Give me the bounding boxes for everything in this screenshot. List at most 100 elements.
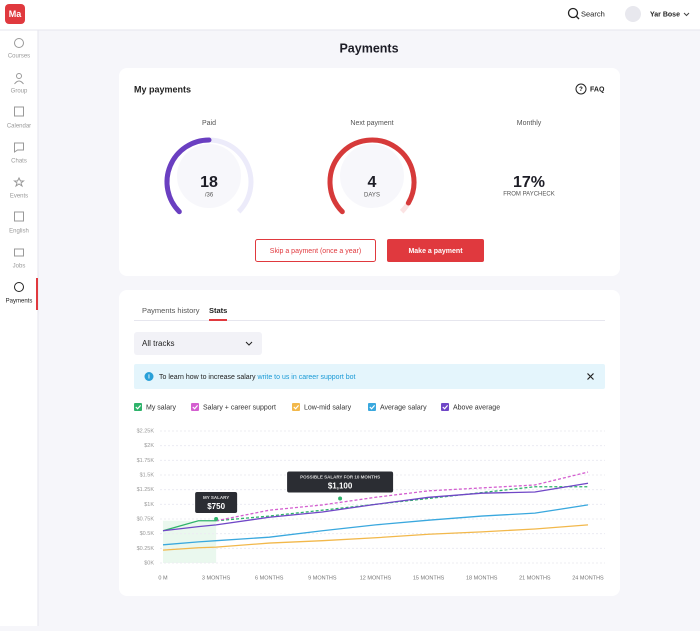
logo-text: Ma: [9, 9, 22, 19]
faq[interactable]: FAQ: [590, 86, 605, 93]
legend-label[interactable]: Salary + career support: [203, 404, 276, 411]
gauge-label: Next payment: [350, 120, 393, 127]
card-title: My payments: [134, 84, 191, 94]
icon: [14, 211, 24, 222]
series-line: [162, 504, 589, 546]
sidebar: [0, 30, 38, 626]
legend-check: [293, 405, 300, 410]
y-tick-label: $0.25K: [137, 546, 155, 552]
avatar[interactable]: [625, 6, 641, 22]
gauge-inner: [340, 144, 404, 208]
faq-icon[interactable]: [575, 83, 587, 95]
nav-item[interactable]: Chats: [11, 159, 27, 165]
series-line: [215, 471, 589, 522]
x-tick-label: 18 MONTHS: [466, 575, 498, 581]
y-tick-label: $1.25K: [137, 487, 155, 493]
x-tick-label: 6 MONTHS: [255, 575, 284, 581]
x-tick-label: 3 MONTHS: [202, 575, 231, 581]
paid-value: 18: [200, 174, 218, 191]
nav-item[interactable]: Jobs: [13, 264, 26, 270]
legend-checkbox[interactable]: [134, 403, 142, 411]
nav-item[interactable]: Group: [11, 89, 28, 95]
nav-item[interactable]: Payments: [6, 299, 33, 305]
legend-checkbox[interactable]: [191, 403, 199, 411]
series-line: [162, 520, 217, 532]
nav-item[interactable]: Courses: [8, 54, 30, 60]
icon: [14, 142, 24, 153]
info-text: To learn how to increase salary write to…: [159, 374, 356, 381]
tab-underline: [209, 319, 227, 321]
gauge-arc: [164, 137, 212, 215]
gauge-label: Paid: [202, 120, 216, 127]
legend-checkbox[interactable]: [292, 403, 300, 411]
info-banner: [134, 364, 605, 389]
tooltip-value: $750: [207, 502, 225, 511]
info-text: To learn how to increase salary: [159, 374, 256, 381]
chevron: [683, 12, 690, 17]
paid-max: /36: [205, 193, 214, 199]
dropdown[interactable]: [134, 332, 262, 355]
info-icon: [144, 372, 154, 381]
dropdown-chevron: [245, 341, 253, 346]
annotation-point: [338, 496, 343, 501]
tooltip-title: MY SALARY: [203, 495, 229, 500]
legend-checkbox[interactable]: [368, 403, 376, 411]
close-button[interactable]: [587, 373, 594, 380]
y-tick-label: $1.5K: [140, 472, 155, 478]
gauge-inner: [177, 144, 241, 208]
info-link[interactable]: write to us in career support bot: [256, 374, 355, 381]
series-line: [162, 524, 589, 551]
logo[interactable]: [5, 4, 25, 24]
icon: [14, 38, 24, 48]
page-title: Payments: [339, 41, 398, 55]
tab-active[interactable]: Stats: [209, 306, 227, 315]
nav-item[interactable]: Calendar: [7, 124, 31, 130]
nav-item[interactable]: English: [9, 229, 29, 235]
next-value: 4: [368, 174, 377, 191]
legend-checkbox[interactable]: [441, 403, 449, 411]
y-tick-label: $0K: [144, 560, 154, 566]
faq-icon-q: ?: [579, 87, 583, 93]
nav-item[interactable]: Events: [10, 194, 28, 200]
x-tick-label: 21 MONTHS: [519, 575, 551, 581]
monthly-value: 17%: [513, 174, 545, 191]
user-name[interactable]: Yar Bose: [650, 11, 680, 18]
info-icon-i: i: [148, 375, 150, 381]
legend-label[interactable]: Average salary: [380, 404, 427, 411]
skip-button[interactable]: [255, 239, 376, 262]
x-tick-label: 15 MONTHS: [413, 575, 445, 581]
legend-check: [135, 405, 142, 410]
legend-label[interactable]: Above average: [453, 404, 500, 411]
y-tick-label: $2K: [144, 443, 154, 449]
tooltip-title: POSSIBLE SALARY FOR 10 MONTHS: [300, 475, 380, 480]
icon: [14, 106, 24, 117]
y-tick-label: $2.25K: [137, 428, 155, 434]
search[interactable]: Search: [581, 9, 605, 18]
y-tick-label: $1K: [144, 502, 154, 508]
tooltip: [287, 471, 394, 493]
legend-check: [442, 405, 449, 410]
monthly-note: FROM PAYCHECK: [503, 192, 554, 198]
next-unit: DAYS: [364, 193, 380, 199]
x-tick-label: 24 MONTHS: [572, 575, 604, 581]
gauge-arc: [327, 137, 417, 215]
legend-check: [192, 405, 199, 410]
icon: [14, 248, 24, 257]
topbar: [0, 0, 700, 30]
legend-label[interactable]: My salary: [146, 404, 176, 411]
series-line: [162, 482, 589, 532]
legend-label[interactable]: Low-mid salary: [304, 404, 352, 411]
pay-button-text: Make a payment: [408, 248, 463, 255]
annotation-point: [214, 517, 219, 521]
search-icon[interactable]: [567, 7, 579, 19]
tab[interactable]: Payments history: [142, 306, 200, 315]
pay-button[interactable]: [387, 239, 484, 262]
skip-button-text: Skip a payment (once a year): [270, 248, 361, 255]
tooltip-value: $1,100: [328, 482, 353, 491]
x-tick-label: 9 MONTHS: [308, 575, 337, 581]
y-tick-label: $0.5K: [140, 531, 155, 537]
dropdown-text: All tracks: [142, 339, 174, 348]
icon: [13, 176, 25, 188]
y-tick-label: $1.75K: [137, 458, 155, 464]
